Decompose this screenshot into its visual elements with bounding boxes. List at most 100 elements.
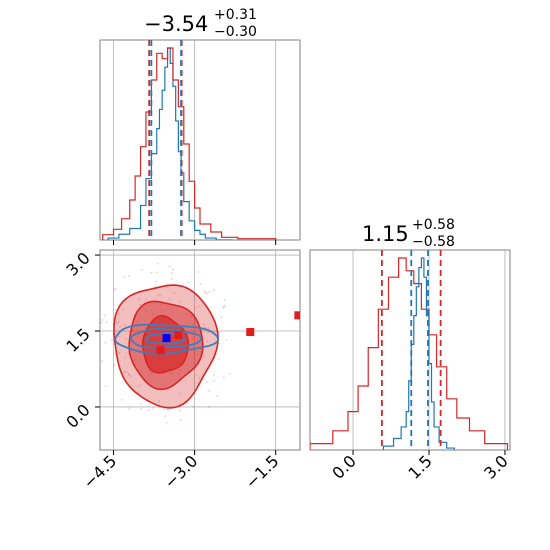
title-upper: +0.31 xyxy=(214,7,257,23)
sample-point xyxy=(100,362,101,364)
histogram-red xyxy=(102,47,277,240)
axes-frame xyxy=(99,39,301,241)
histogram-blue xyxy=(382,257,455,450)
sample-point xyxy=(163,408,165,411)
sample-point xyxy=(208,389,211,392)
sample-point xyxy=(150,271,153,274)
sample-point xyxy=(117,313,120,315)
sample-point xyxy=(170,272,173,275)
sample-point xyxy=(207,331,209,334)
sample-point xyxy=(128,275,130,277)
sample-point xyxy=(124,337,127,340)
marker-blue xyxy=(162,334,171,343)
sample-point xyxy=(138,384,141,387)
sample-point xyxy=(117,320,120,323)
sample-point xyxy=(228,373,231,375)
sample-point xyxy=(145,298,147,301)
histogram-red xyxy=(310,257,509,450)
sample-point xyxy=(122,308,125,311)
sample-point xyxy=(116,322,119,325)
sample-point xyxy=(195,306,198,309)
sample-point xyxy=(187,281,189,284)
sample-point xyxy=(148,409,150,411)
x-tick-label: −3.0 xyxy=(161,451,202,492)
sample-point xyxy=(207,405,210,408)
sample-point xyxy=(101,360,103,362)
sample-point xyxy=(206,292,208,295)
sample-point xyxy=(157,294,159,297)
marginal-y-panel: 0.0 1.5 3.0 xyxy=(309,249,512,483)
x-tick-label: −1.5 xyxy=(242,451,283,492)
sample-point xyxy=(122,372,125,375)
sample-point xyxy=(178,392,181,395)
sample-point xyxy=(212,380,215,383)
sample-point xyxy=(179,419,182,422)
title-lower: −0.58 xyxy=(412,234,455,250)
sample-point xyxy=(223,299,226,301)
sample-point xyxy=(95,326,97,328)
title-top-left: −3.54 +0.31 −0.30 xyxy=(144,7,257,40)
sample-point xyxy=(207,327,210,329)
sample-point xyxy=(156,262,159,265)
sample-point xyxy=(204,290,206,293)
sample-point xyxy=(113,352,116,355)
marker-red xyxy=(156,346,165,355)
sample-point xyxy=(127,372,130,375)
sample-point xyxy=(140,407,142,410)
sample-point xyxy=(103,314,106,317)
marker-red xyxy=(294,311,300,320)
sample-point xyxy=(123,324,126,326)
y-tick-label: 1.5 xyxy=(62,324,93,355)
sample-point xyxy=(212,289,215,292)
sample-point xyxy=(119,326,121,328)
sample-point xyxy=(112,288,115,291)
sample-point xyxy=(222,306,225,309)
sample-point xyxy=(113,364,116,367)
marker-red xyxy=(174,331,183,340)
title-value: −3.54 xyxy=(144,12,208,36)
sample-point xyxy=(110,339,113,341)
sample-point xyxy=(216,395,219,397)
sample-point xyxy=(216,353,218,356)
sample-point xyxy=(124,356,127,359)
marker-red xyxy=(246,328,255,337)
sample-point xyxy=(155,280,157,283)
x-tick-label: 3.0 xyxy=(480,451,511,482)
sample-point xyxy=(212,373,215,376)
sample-point xyxy=(104,385,107,388)
sample-point xyxy=(165,421,168,424)
sample-point xyxy=(105,321,108,324)
sample-point xyxy=(164,415,167,418)
x-tick-label: −4.5 xyxy=(79,451,120,492)
sample-point xyxy=(223,304,226,307)
sample-point xyxy=(128,407,131,410)
histogram-blue xyxy=(107,47,233,240)
sample-point xyxy=(128,374,130,377)
x-tick-label: 1.5 xyxy=(404,451,435,482)
sample-point xyxy=(158,400,161,402)
title-bottom-right: 1.15 +0.58 −0.58 xyxy=(362,217,455,250)
sample-point xyxy=(168,298,171,301)
sample-point xyxy=(114,287,117,290)
sample-point xyxy=(130,375,132,378)
sample-point xyxy=(100,321,102,324)
title-upper: +0.58 xyxy=(412,217,455,233)
axes-frame xyxy=(309,249,511,451)
sample-point xyxy=(222,376,225,379)
sample-point xyxy=(138,298,141,301)
sample-point xyxy=(97,322,99,324)
sample-point xyxy=(197,271,200,273)
sample-point xyxy=(195,373,198,376)
sample-point xyxy=(167,409,169,411)
axes-frame xyxy=(99,249,301,451)
sample-point xyxy=(199,283,202,286)
sample-point xyxy=(198,377,201,380)
sample-point xyxy=(127,352,130,355)
sample-point xyxy=(204,326,207,329)
sample-point xyxy=(204,291,207,294)
sample-point xyxy=(206,340,209,343)
sample-point xyxy=(168,265,171,268)
x-tick-label: 0.0 xyxy=(328,451,359,482)
contour-blue xyxy=(145,332,186,345)
